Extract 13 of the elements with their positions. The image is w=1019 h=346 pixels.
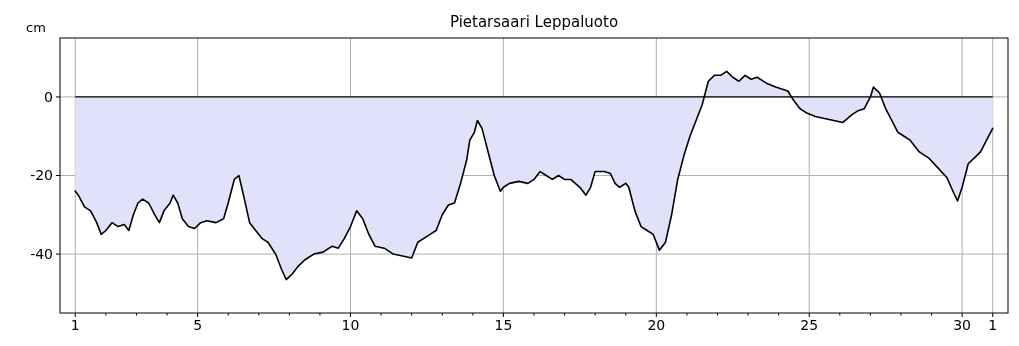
y-axis-title: cm: [26, 20, 46, 35]
y-tick-label: 0: [44, 88, 53, 105]
x-tick-label: 1: [988, 317, 998, 333]
x-tick-label: 1: [70, 317, 80, 333]
chart-title: Pietarsaari Leppaluoto: [449, 13, 619, 31]
x-tick-label: 10: [341, 317, 360, 333]
y-tick-label: -40: [30, 245, 53, 262]
x-tick-label: 15: [494, 317, 513, 333]
x-tick-label: 25: [800, 317, 819, 333]
x-tick-label: 20: [647, 317, 666, 333]
y-tick-label: -20: [30, 167, 53, 184]
x-tick-label: 5: [193, 317, 203, 333]
x-tick-label: 30: [953, 317, 972, 333]
